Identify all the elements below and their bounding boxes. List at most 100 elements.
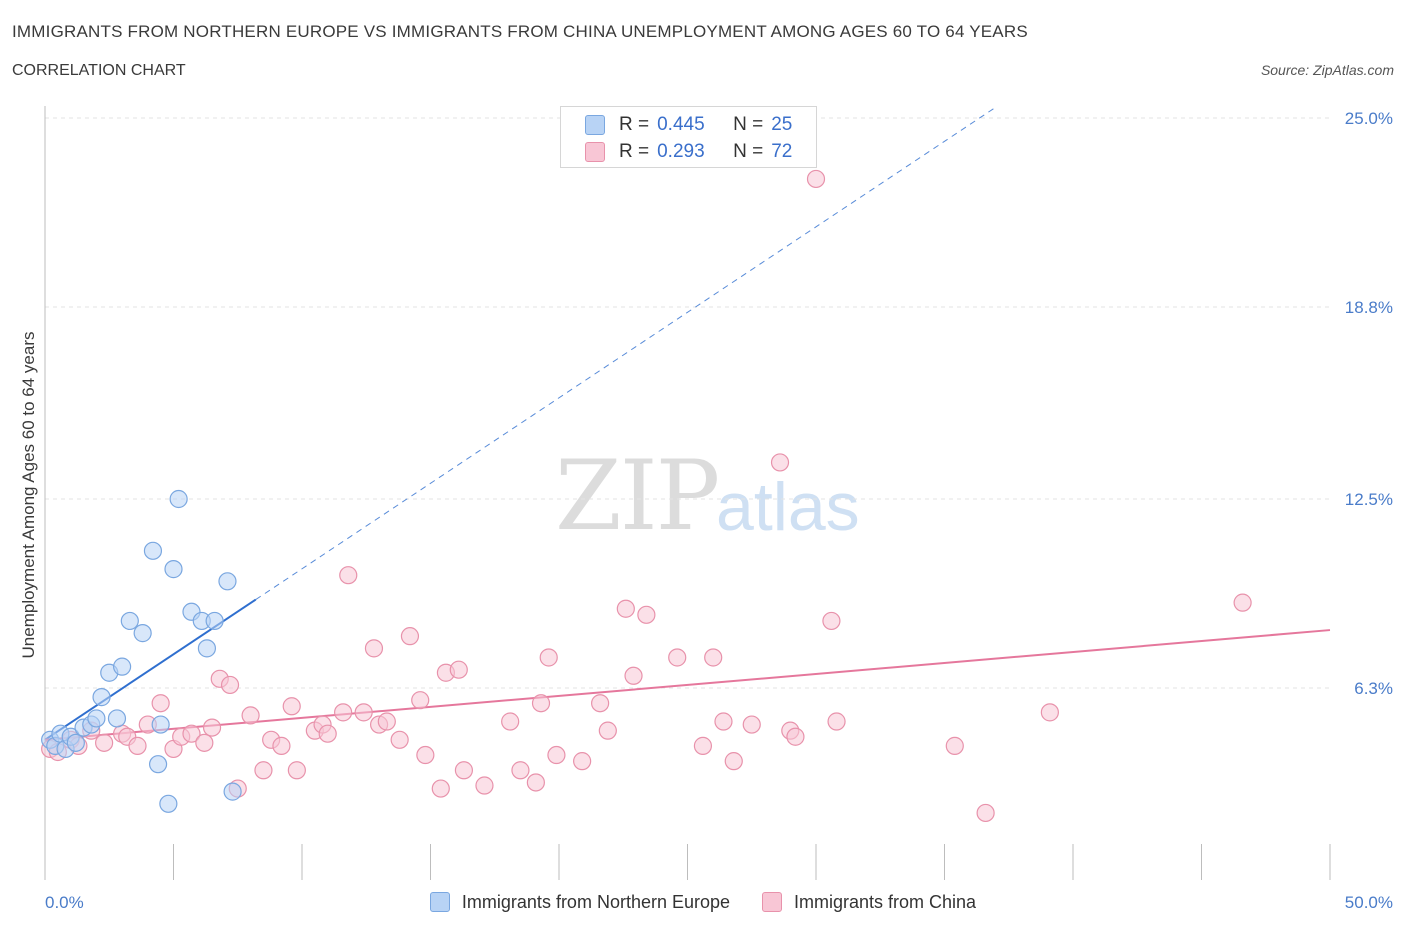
point-china: [318, 724, 337, 743]
point-northern-europe: [133, 624, 152, 643]
legend-r-value: 0.293: [657, 141, 705, 162]
watermark-zip: ZIP: [555, 440, 720, 552]
trend-line-extension: [255, 106, 997, 601]
grid-layer: [45, 117, 1330, 689]
point-china: [151, 694, 170, 713]
point-china: [272, 736, 291, 755]
point-china: [827, 712, 846, 731]
point-china: [693, 736, 713, 755]
point-northern-europe: [87, 709, 106, 728]
y-tick-label: 18.8%: [1345, 298, 1393, 317]
point-china: [770, 453, 790, 472]
point-china: [475, 776, 494, 795]
trend-line-china: [44, 629, 1331, 741]
point-china: [724, 752, 743, 771]
legend-n-value: 25: [771, 114, 793, 135]
legend-r-value: 0.445: [657, 114, 705, 135]
point-china: [616, 599, 635, 618]
point-china: [339, 566, 358, 585]
point-china: [254, 761, 273, 780]
legend-swatch-china: [762, 892, 783, 912]
point-china: [624, 666, 643, 685]
point-northern-europe: [112, 657, 132, 676]
legend-r-label: R =: [619, 141, 650, 162]
point-china: [501, 712, 520, 731]
legend-label-china: Immigrants from China: [794, 891, 977, 912]
point-china: [598, 721, 617, 740]
point-china: [454, 761, 474, 780]
legend-swatch-northern-europe: [585, 115, 605, 135]
point-northern-europe: [164, 560, 183, 579]
point-china: [390, 730, 409, 749]
y-tick-label: 6.3%: [1354, 679, 1393, 698]
legend-row-northern-europe: R = 0.445 N = 25: [585, 113, 792, 137]
y-axis-label: Unemployment Among Ages 60 to 64 years: [19, 332, 38, 659]
point-china: [945, 736, 964, 755]
point-china: [431, 779, 450, 798]
point-china: [531, 694, 551, 713]
point-china: [400, 627, 420, 646]
series-legend: Immigrants from Northern Europe Immigran…: [0, 889, 1406, 915]
point-china: [241, 706, 260, 725]
y-tick-label: 25.0%: [1345, 109, 1393, 128]
legend-item-china[interactable]: Immigrants from China: [762, 892, 976, 913]
point-northern-europe: [197, 639, 217, 658]
point-china: [786, 727, 805, 746]
point-china: [714, 712, 733, 731]
x-tick-label: 0.0%: [45, 893, 84, 912]
point-northern-europe: [107, 709, 127, 728]
correlation-legend: R = 0.445 N = 25 R = 0.293 N = 72: [560, 106, 817, 168]
point-china: [591, 694, 610, 713]
point-china: [547, 745, 566, 765]
point-china: [526, 773, 545, 792]
point-northern-europe: [120, 611, 139, 631]
point-china: [182, 724, 201, 743]
point-northern-europe: [205, 611, 224, 631]
point-china: [95, 733, 114, 752]
point-northern-europe: [223, 782, 242, 801]
point-northern-europe: [66, 733, 85, 752]
point-china: [411, 691, 430, 710]
point-china: [742, 715, 761, 734]
watermark-atlas: atlas: [716, 469, 860, 545]
legend-swatch-china: [585, 142, 605, 162]
point-china: [511, 761, 530, 780]
legend-label-northern-europe: Immigrants from Northern Europe: [461, 891, 731, 912]
legend-item-northern-europe[interactable]: Immigrants from Northern Europe: [429, 891, 731, 913]
legend-n-label: N =: [733, 141, 764, 162]
point-china: [364, 639, 384, 658]
point-northern-europe: [159, 794, 178, 813]
point-china: [377, 712, 396, 731]
point-china: [128, 736, 147, 755]
point-china: [416, 745, 435, 765]
point-china: [637, 605, 656, 624]
point-china: [976, 803, 995, 823]
legend-n-label: N =: [733, 114, 764, 135]
point-china: [704, 648, 723, 667]
x-tick-label: 50.0%: [1345, 893, 1393, 912]
point-china: [334, 703, 353, 722]
y-tick-label: 12.5%: [1345, 490, 1393, 509]
point-northern-europe: [92, 688, 111, 707]
chart-title: IMMIGRANTS FROM NORTHERN EUROPE VS IMMIG…: [12, 22, 1028, 41]
point-china: [202, 718, 222, 737]
point-northern-europe: [169, 489, 188, 509]
point-china: [195, 733, 214, 752]
point-china: [668, 648, 687, 667]
point-northern-europe: [143, 541, 163, 560]
legend-swatch-northern-europe: [429, 892, 450, 912]
points-layer: [41, 169, 1252, 823]
point-northern-europe: [151, 715, 170, 734]
source-credit: Source: ZipAtlas.com: [1260, 62, 1394, 78]
point-china: [220, 675, 240, 695]
legend-r-label: R =: [619, 114, 650, 135]
point-china: [282, 697, 301, 716]
point-china: [1233, 593, 1252, 612]
point-northern-europe: [148, 755, 168, 774]
legend-n-value: 72: [771, 141, 793, 162]
point-china: [287, 761, 306, 780]
point-china: [573, 752, 592, 771]
trend-layer: [44, 106, 1331, 741]
point-northern-europe: [218, 572, 237, 591]
point-china: [449, 660, 468, 679]
